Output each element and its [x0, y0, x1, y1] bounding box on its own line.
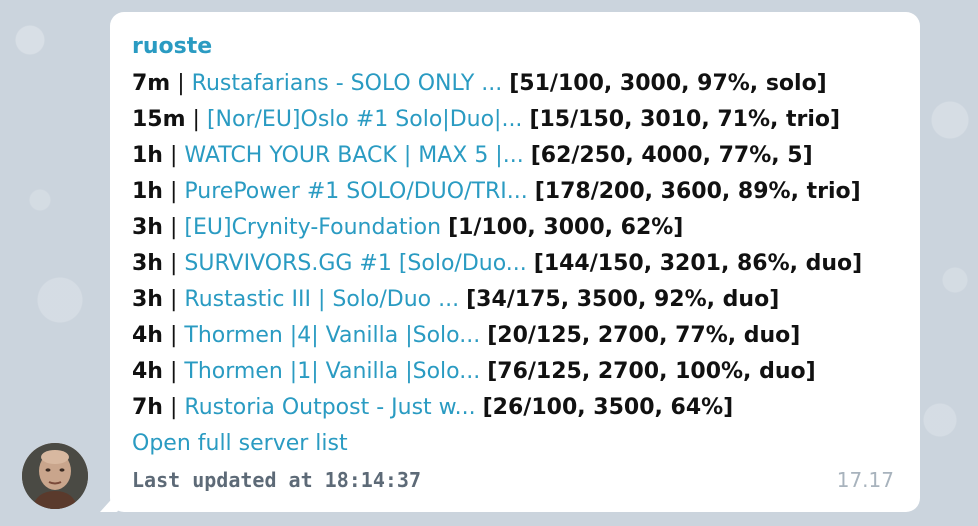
server-age: 7m: [132, 71, 171, 96]
server-age: 15m: [132, 107, 186, 132]
row-separator: |: [169, 359, 178, 384]
server-stats: [15/150, 3010, 71%, trio]: [529, 107, 841, 132]
server-age: 7h: [132, 395, 163, 420]
server-age: 3h: [132, 287, 163, 312]
server-stats: [51/100, 3000, 97%, solo]: [509, 71, 827, 96]
server-name-link[interactable]: [Nor/EU]Oslo #1 Solo|Duo|...: [206, 107, 523, 132]
row-separator: |: [169, 395, 178, 420]
server-row: 7h | Rustoria Outpost - Just w... [26/10…: [132, 390, 898, 426]
server-row: 3h | SURVIVORS.GG #1 [Solo/Duo... [144/1…: [132, 246, 898, 282]
server-stats: [1/100, 3000, 62%]: [448, 215, 684, 240]
server-row: 1h | PurePower #1 SOLO/DUO/TRI... [178/2…: [132, 174, 898, 210]
server-name-link[interactable]: WATCH YOUR BACK | MAX 5 |...: [184, 143, 524, 168]
server-age: 1h: [132, 179, 163, 204]
server-age: 3h: [132, 251, 163, 276]
sender-avatar[interactable]: [22, 443, 88, 509]
server-stats: [20/125, 2700, 77%, duo]: [487, 323, 801, 348]
server-name-link[interactable]: Rustoria Outpost - Just w...: [184, 395, 476, 420]
server-row: 15m | [Nor/EU]Oslo #1 Solo|Duo|... [15/1…: [132, 102, 898, 138]
row-separator: |: [169, 287, 178, 312]
message-timestamp: 17.17: [836, 468, 894, 492]
row-separator: |: [169, 143, 178, 168]
server-stats: [62/250, 4000, 77%, 5]: [530, 143, 813, 168]
server-row: 4h | Thormen |4| Vanilla |Solo... [20/12…: [132, 318, 898, 354]
server-stats: [76/125, 2700, 100%, duo]: [487, 359, 816, 384]
full-list-row: Open full server list: [132, 426, 898, 462]
message-footer: Last updated at 18:14:37 17.17: [132, 462, 898, 498]
server-stats: [144/150, 3201, 86%, duo]: [533, 251, 863, 276]
row-separator: |: [169, 179, 178, 204]
server-row: 3h | [EU]Crynity-Foundation [1/100, 3000…: [132, 210, 898, 246]
server-stats: [34/175, 3500, 92%, duo]: [466, 287, 780, 312]
row-separator: |: [169, 323, 178, 348]
server-name-link[interactable]: SURVIVORS.GG #1 [Solo/Duo...: [184, 251, 527, 276]
open-full-server-list-link[interactable]: Open full server list: [132, 431, 348, 456]
row-separator: |: [192, 107, 200, 132]
server-row: 1h | WATCH YOUR BACK | MAX 5 |... [62/25…: [132, 138, 898, 174]
server-name-link[interactable]: [EU]Crynity-Foundation: [184, 215, 442, 240]
server-name-link[interactable]: PurePower #1 SOLO/DUO/TRI...: [184, 179, 528, 204]
server-list: 7m | Rustafarians - SOLO ONLY ... [51/10…: [132, 66, 898, 426]
avatar-face-icon: [22, 443, 88, 509]
row-separator: |: [177, 71, 185, 96]
server-age: 4h: [132, 359, 163, 384]
server-age: 3h: [132, 215, 163, 240]
server-age: 1h: [132, 143, 163, 168]
row-separator: |: [169, 215, 178, 240]
server-stats: [178/200, 3600, 89%, trio]: [534, 179, 861, 204]
server-name-link[interactable]: Rustastic III | Solo/Duo ...: [184, 287, 460, 312]
server-stats: [26/100, 3500, 64%]: [482, 395, 734, 420]
server-row: 4h | Thormen |1| Vanilla |Solo... [76/12…: [132, 354, 898, 390]
server-row: 3h | Rustastic III | Solo/Duo ... [34/17…: [132, 282, 898, 318]
message-bubble: ruoste 7m | Rustafarians - SOLO ONLY ...…: [110, 12, 920, 512]
sender-name[interactable]: ruoste: [132, 34, 213, 59]
server-age: 4h: [132, 323, 163, 348]
last-updated-text: Last updated at 18:14:37: [132, 468, 421, 492]
server-name-link[interactable]: Rustafarians - SOLO ONLY ...: [191, 71, 503, 96]
server-name-link[interactable]: Thormen |1| Vanilla |Solo...: [184, 359, 481, 384]
row-separator: |: [169, 251, 178, 276]
server-name-link[interactable]: Thormen |4| Vanilla |Solo...: [184, 323, 481, 348]
server-row: 7m | Rustafarians - SOLO ONLY ... [51/10…: [132, 66, 898, 102]
